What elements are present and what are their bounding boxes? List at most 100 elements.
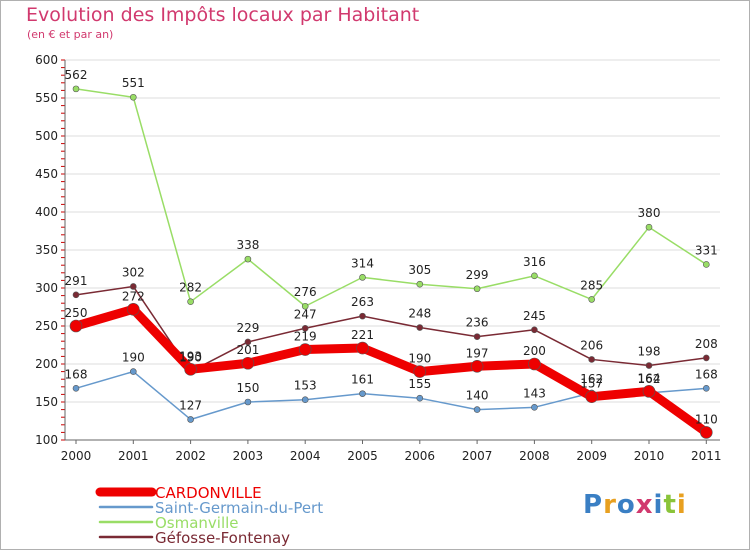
y-tick-label: 150 <box>35 395 58 409</box>
y-tick-label: 100 <box>35 433 58 447</box>
series-line <box>75 88 708 307</box>
data-point <box>645 362 653 369</box>
data-point <box>416 394 424 402</box>
data-label: 247 <box>294 307 317 321</box>
data-label: 198 <box>638 345 661 359</box>
y-tick-label: 550 <box>35 91 58 105</box>
x-tick-label: 2011 <box>691 449 722 463</box>
legend-label: Géfosse-Fontenay <box>155 529 290 547</box>
data-point <box>699 426 713 439</box>
y-tick-label: 400 <box>35 205 58 219</box>
data-label: 164 <box>638 371 661 385</box>
legend-label: Osmanville <box>155 514 239 532</box>
data-point <box>473 333 481 340</box>
data-label: 316 <box>523 255 546 269</box>
data-label: 551 <box>122 76 145 90</box>
data-label: 221 <box>351 328 374 342</box>
data-label: 285 <box>580 278 603 292</box>
data-label: 380 <box>638 206 661 220</box>
y-tick-label: 450 <box>35 167 58 181</box>
data-label: 162 <box>638 372 661 386</box>
data-point <box>298 343 312 356</box>
data-label: 143 <box>523 386 546 400</box>
data-point <box>416 324 424 331</box>
data-label: 190 <box>179 351 202 365</box>
data-label: 206 <box>580 338 603 352</box>
data-point <box>702 385 710 392</box>
data-point <box>528 357 541 371</box>
data-point <box>244 255 252 263</box>
data-label: 229 <box>236 321 259 335</box>
data-label: 155 <box>408 377 431 391</box>
data-label: 197 <box>466 346 489 360</box>
data-label: 201 <box>236 343 259 357</box>
data-label: 314 <box>351 256 374 270</box>
x-tick-label: 2001 <box>118 449 149 463</box>
data-point <box>416 280 424 288</box>
data-label: 219 <box>294 330 317 344</box>
data-point <box>184 363 197 376</box>
data-label: 236 <box>466 316 489 330</box>
data-label: 562 <box>65 68 88 82</box>
data-label: 282 <box>179 281 202 295</box>
data-point <box>359 312 366 320</box>
data-point <box>301 324 309 332</box>
data-point <box>531 404 538 411</box>
data-label: 200 <box>523 344 546 358</box>
data-point <box>413 365 427 378</box>
data-label: 302 <box>122 265 145 279</box>
data-label: 161 <box>351 373 374 387</box>
data-point <box>702 261 710 268</box>
y-tick-label: 300 <box>35 281 58 295</box>
data-label: 272 <box>122 289 145 303</box>
data-point <box>244 398 252 406</box>
x-tick-label: 2007 <box>462 449 493 463</box>
data-point <box>130 368 137 375</box>
data-point <box>588 296 596 303</box>
data-point <box>130 93 137 101</box>
data-label: 299 <box>466 268 489 282</box>
data-label: 190 <box>408 352 431 366</box>
data-point <box>244 338 252 346</box>
data-label: 193 <box>179 349 202 363</box>
y-tick-label: 600 <box>35 53 58 67</box>
x-tick-label: 2009 <box>576 449 607 463</box>
x-tick-label: 2003 <box>233 449 264 463</box>
data-point <box>473 406 481 413</box>
proxiti-logo: Proxiti <box>583 490 687 520</box>
data-label: 153 <box>294 379 317 393</box>
x-tick-label: 2004 <box>290 449 321 463</box>
series-line <box>71 304 711 437</box>
x-tick-label: 2000 <box>61 449 92 463</box>
data-point <box>585 390 599 403</box>
data-label: 250 <box>65 306 88 320</box>
data-point <box>531 272 538 280</box>
data-point <box>301 396 309 404</box>
data-label: 245 <box>523 309 546 323</box>
data-point <box>187 416 194 423</box>
y-tick-label: 350 <box>35 243 58 257</box>
data-point <box>473 285 481 293</box>
data-label: 127 <box>179 398 202 412</box>
x-tick-label: 2005 <box>347 449 378 463</box>
data-point <box>645 223 653 231</box>
legend-label: CARDONVILLE <box>155 484 262 502</box>
data-point <box>642 385 656 398</box>
data-point <box>72 385 80 392</box>
data-label: 263 <box>351 295 374 309</box>
data-label: 305 <box>408 263 431 277</box>
data-point <box>470 359 484 373</box>
data-point <box>130 283 137 290</box>
data-label: 168 <box>695 367 718 381</box>
y-tick-label: 500 <box>35 129 58 143</box>
data-label: 291 <box>65 274 88 288</box>
data-point <box>241 356 255 370</box>
data-point <box>531 326 538 334</box>
data-point <box>356 341 369 355</box>
data-point <box>72 291 80 299</box>
data-point <box>72 85 80 93</box>
data-label: 168 <box>65 367 88 381</box>
data-label: 248 <box>408 307 431 321</box>
data-point <box>359 274 366 281</box>
data-point <box>187 298 194 305</box>
